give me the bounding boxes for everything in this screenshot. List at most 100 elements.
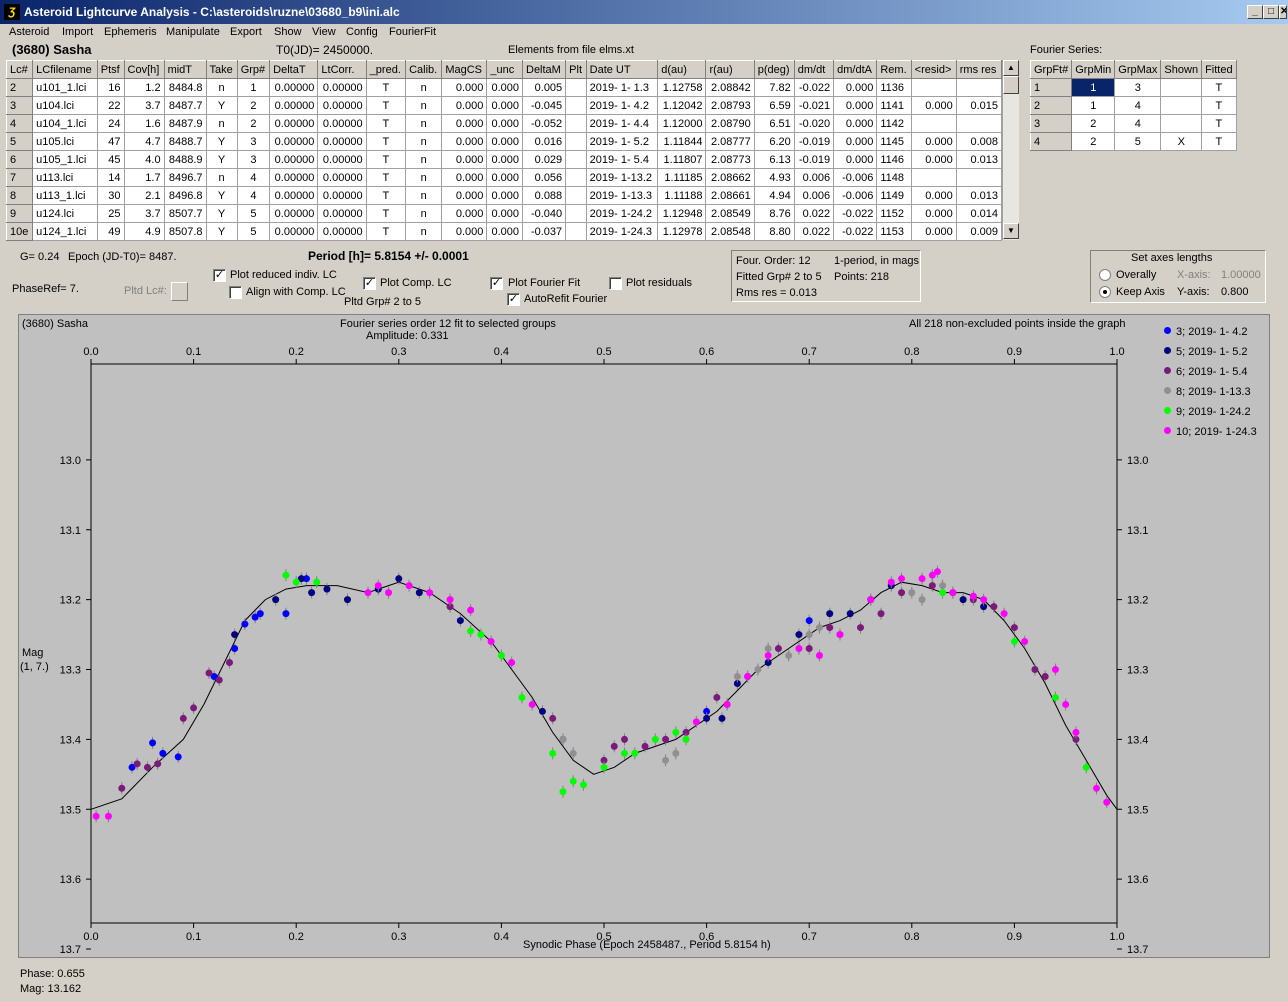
lc-cell[interactable]: 0.00000 bbox=[269, 78, 319, 97]
lc-cell[interactable]: u105.lci bbox=[32, 132, 98, 151]
lc-cell[interactable]: -0.045 bbox=[521, 96, 567, 115]
lc-cell[interactable]: 1.7 bbox=[123, 168, 165, 187]
lc-cell[interactable]: 0.000 bbox=[833, 132, 878, 151]
lc-cell[interactable]: 0.000 bbox=[910, 150, 957, 169]
keep-axis-radio[interactable] bbox=[1099, 286, 1111, 298]
lc-cell[interactable]: 1.12000 bbox=[657, 114, 707, 133]
lc-cell[interactable]: n bbox=[405, 204, 443, 223]
lc-cell[interactable]: T bbox=[365, 222, 407, 241]
menu-show[interactable]: Show bbox=[274, 26, 302, 38]
lc-cell[interactable] bbox=[565, 132, 587, 151]
yaxis-value[interactable]: 0.800 bbox=[1221, 286, 1249, 298]
fourier-cell[interactable]: 1 bbox=[1029, 78, 1073, 97]
fourier-cell[interactable]: T bbox=[1201, 132, 1237, 151]
lc-cell[interactable]: 2019- 1- 4.2 bbox=[585, 96, 659, 115]
autorefit-checkbox[interactable]: ✓ bbox=[507, 293, 520, 306]
lc-col-header[interactable]: Ptsf bbox=[96, 60, 125, 79]
lc-cell[interactable]: 1 bbox=[236, 78, 271, 97]
lc-cell[interactable]: -0.022 bbox=[833, 204, 878, 223]
lc-cell[interactable]: u104_1.lci bbox=[32, 114, 98, 133]
align-comp-checkbox[interactable] bbox=[229, 286, 242, 299]
lc-cell[interactable]: 2019- 1- 1.3 bbox=[585, 78, 659, 97]
lc-col-header[interactable]: dm/dt bbox=[793, 60, 835, 79]
lc-col-header[interactable]: Date UT bbox=[585, 60, 659, 79]
lc-cell[interactable]: 16 bbox=[96, 78, 125, 97]
lc-cell[interactable]: Y bbox=[205, 222, 238, 241]
menu-view[interactable]: View bbox=[312, 26, 336, 38]
lc-cell[interactable]: 0.000 bbox=[833, 96, 878, 115]
maximize-button[interactable]: □ bbox=[1263, 5, 1279, 19]
fourier-cell[interactable]: 3 bbox=[1114, 78, 1162, 97]
lc-cell[interactable] bbox=[565, 204, 587, 223]
fourier-col-header[interactable]: GrpMin bbox=[1071, 60, 1116, 79]
lc-cell[interactable]: 2.08549 bbox=[705, 204, 755, 223]
lc-cell[interactable]: 0.00000 bbox=[269, 186, 319, 205]
lc-col-header[interactable]: DeltaM bbox=[521, 60, 567, 79]
fourier-cell[interactable]: T bbox=[1201, 114, 1237, 133]
lc-cell[interactable]: n bbox=[405, 114, 443, 133]
lc-col-header[interactable]: p(deg) bbox=[753, 60, 795, 79]
lc-cell[interactable]: 1152 bbox=[876, 204, 912, 223]
lc-cell[interactable]: 6 bbox=[5, 150, 34, 169]
lc-cell[interactable]: 0.000 bbox=[441, 204, 488, 223]
lc-cell[interactable]: 0.000 bbox=[833, 78, 878, 97]
lc-cell[interactable]: 5 bbox=[5, 132, 34, 151]
fourier-col-header[interactable]: Fitted bbox=[1201, 60, 1237, 79]
lc-cell[interactable]: 0.00000 bbox=[269, 114, 319, 133]
lc-cell[interactable]: 3 bbox=[236, 132, 271, 151]
lc-cell[interactable]: 0.000 bbox=[486, 78, 523, 97]
lc-col-header[interactable]: Lc# bbox=[5, 60, 34, 79]
lc-cell[interactable]: 1136 bbox=[876, 78, 912, 97]
lc-cell[interactable]: 6.13 bbox=[753, 150, 795, 169]
lc-cell[interactable]: 2019- 1- 5.2 bbox=[585, 132, 659, 151]
lc-cell[interactable]: 8 bbox=[5, 186, 34, 205]
lc-cell[interactable]: 2.08790 bbox=[705, 114, 755, 133]
lc-cell[interactable]: T bbox=[365, 78, 407, 97]
lc-cell[interactable]: 45 bbox=[96, 150, 125, 169]
lc-cell[interactable]: -0.020 bbox=[793, 114, 835, 133]
lc-cell[interactable]: 0.006 bbox=[793, 186, 835, 205]
lc-cell[interactable]: 1.11844 bbox=[657, 132, 707, 151]
lc-cell[interactable]: 1.11185 bbox=[657, 168, 707, 187]
lc-cell[interactable]: u124_1.lci bbox=[32, 222, 98, 241]
lc-cell[interactable]: 0.000 bbox=[833, 114, 878, 133]
lc-cell[interactable]: 1145 bbox=[876, 132, 912, 151]
lc-cell[interactable]: Y bbox=[205, 186, 238, 205]
menu-asteroid[interactable]: Asteroid bbox=[9, 26, 50, 38]
lc-cell[interactable]: n bbox=[405, 96, 443, 115]
lc-cell[interactable]: u104.lci bbox=[32, 96, 98, 115]
fourier-cell[interactable]: X bbox=[1160, 132, 1203, 151]
fourier-cell[interactable]: 4 bbox=[1114, 96, 1162, 115]
lc-cell[interactable]: -0.040 bbox=[521, 204, 567, 223]
lc-cell[interactable]: 2.08773 bbox=[705, 150, 755, 169]
lc-cell[interactable]: u113_1.lci bbox=[32, 186, 98, 205]
lc-cell[interactable]: 2019- 1-24.3 bbox=[585, 222, 659, 241]
lc-cell[interactable]: u124.lci bbox=[32, 204, 98, 223]
lc-col-header[interactable]: Cov[h] bbox=[123, 60, 165, 79]
lc-cell[interactable]: 9 bbox=[5, 204, 34, 223]
lc-cell[interactable]: n bbox=[205, 78, 238, 97]
lc-cell[interactable]: 2.08662 bbox=[705, 168, 755, 187]
lc-cell[interactable]: 1.12042 bbox=[657, 96, 707, 115]
lc-cell[interactable]: 8487.7 bbox=[163, 96, 207, 115]
lc-col-header[interactable]: rms res bbox=[955, 60, 1003, 79]
fourier-cell[interactable]: 4 bbox=[1114, 114, 1162, 133]
lc-cell[interactable]: n bbox=[205, 114, 238, 133]
lc-cell[interactable]: Y bbox=[205, 204, 238, 223]
lc-cell[interactable]: 2019- 1-13.2 bbox=[585, 168, 659, 187]
lc-cell[interactable] bbox=[565, 114, 587, 133]
lc-cell[interactable]: 0.00000 bbox=[269, 150, 319, 169]
fourier-cell[interactable]: 3 bbox=[1029, 114, 1073, 133]
lc-cell[interactable]: 3 bbox=[236, 150, 271, 169]
lc-cell[interactable]: n bbox=[405, 78, 443, 97]
lc-cell[interactable]: n bbox=[205, 168, 238, 187]
xaxis-value[interactable]: 1.00000 bbox=[1221, 269, 1261, 281]
lc-cell[interactable]: 24 bbox=[96, 114, 125, 133]
lc-cell[interactable]: 0.000 bbox=[833, 150, 878, 169]
lc-cell[interactable]: 0.00000 bbox=[317, 222, 367, 241]
lc-cell[interactable] bbox=[565, 168, 587, 187]
lc-cell[interactable]: 0.00000 bbox=[269, 132, 319, 151]
